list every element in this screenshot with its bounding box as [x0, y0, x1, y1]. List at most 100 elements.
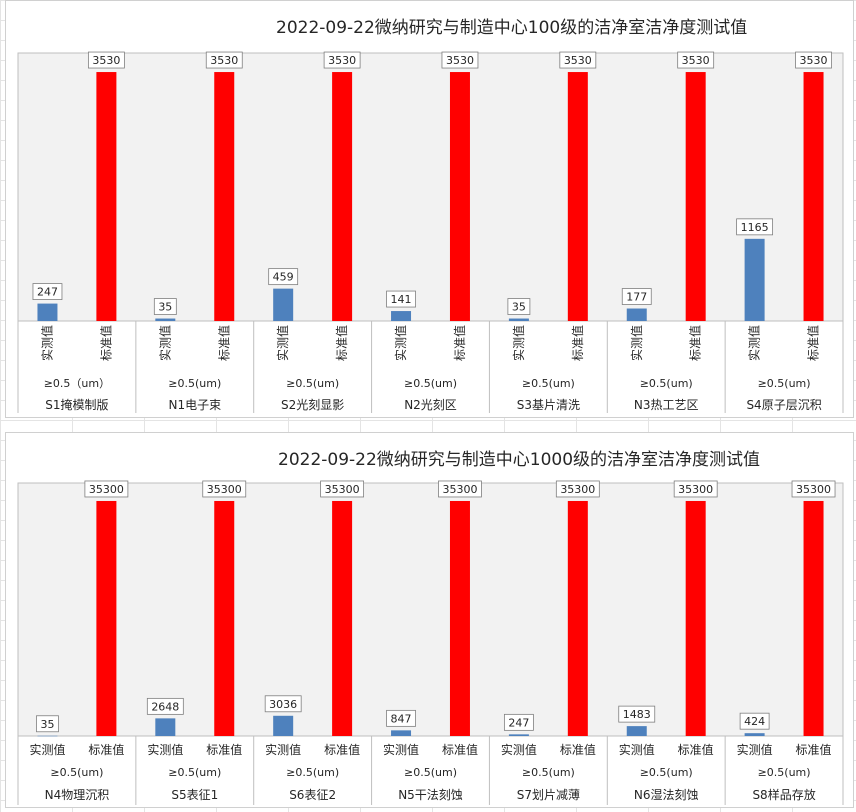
particle-size-label: ≥0.5(um)	[522, 766, 575, 779]
bar-measured	[37, 303, 58, 321]
bar-standard	[332, 72, 353, 321]
chart-title: 2022-09-22微纳研究与制造中心100级的洁净室洁净度测试值	[276, 18, 748, 38]
chart-100-class[interactable]: 2022-09-22微纳研究与制造中心100级的洁净室洁净度测试值 247 实测值…	[5, 0, 854, 418]
particle-size-label: ≥0.5(um)	[640, 766, 693, 779]
series-tick-label: 标准值	[324, 742, 360, 757]
particle-size-label: ≥0.5(um)	[286, 766, 339, 779]
series-tick-label: 实测值	[629, 325, 644, 361]
room-label: S8样品存放	[752, 787, 815, 802]
bar-standard	[96, 72, 117, 321]
data-label: 35300	[89, 483, 124, 496]
data-label-box	[621, 288, 652, 305]
data-label: 3530	[210, 54, 238, 67]
data-label-box	[87, 51, 125, 69]
data-label-box	[673, 480, 718, 498]
data-label: 2648	[151, 700, 179, 713]
data-label: 3036	[269, 698, 297, 711]
data-label-box	[264, 695, 302, 713]
chart-1000-class[interactable]: 2022-09-22微纳研究与制造中心1000级的洁净室洁净度测试值 35 实测值…	[5, 432, 854, 808]
bar-measured	[391, 730, 412, 736]
series-tick-label: 标准值	[88, 742, 124, 757]
particle-size-label: ≥0.5(um)	[758, 377, 811, 390]
series-tick-label: 实测值	[747, 325, 762, 361]
series-tick-label: 实测值	[383, 742, 419, 757]
room-label: N6湿法刻蚀	[634, 787, 699, 802]
data-label: 459	[273, 271, 294, 284]
series-tick-label: 实测值	[737, 742, 773, 757]
data-label-box	[202, 480, 247, 498]
series-tick-label: 标准值	[334, 325, 349, 361]
bar-standard	[332, 500, 353, 736]
series-tick-label: 标准值	[688, 325, 703, 361]
series-tick-label: 标准值	[98, 325, 113, 361]
bar-standard	[449, 72, 470, 321]
data-label-box	[736, 218, 774, 236]
series-tick-label: 实测值	[275, 325, 290, 361]
data-label-box	[618, 705, 656, 723]
series-tick-label: 实测值	[39, 325, 54, 361]
bar-measured	[155, 318, 176, 321]
plot-area	[17, 52, 844, 322]
data-label-box	[386, 709, 416, 727]
room-label: S1掩模制版	[45, 398, 108, 412]
bar-standard	[214, 500, 235, 736]
data-label-box	[555, 480, 600, 498]
bar-measured	[626, 726, 647, 736]
room-label: S2光刻显影	[281, 398, 344, 412]
data-label-box	[386, 290, 416, 308]
bar-measured	[391, 311, 412, 321]
data-label: 247	[508, 716, 529, 729]
series-tick-label: 标准值	[678, 742, 714, 757]
bar-standard	[685, 500, 706, 736]
room-label: N5干法刻蚀	[398, 788, 463, 802]
data-label-box	[795, 51, 832, 69]
series-tick-label: 实测值	[511, 325, 526, 361]
data-label: 247	[37, 286, 58, 299]
series-tick-label: 标准值	[216, 325, 231, 361]
particle-size-label: ≥0.5(um)	[404, 377, 457, 390]
series-tick-label: 实测值	[265, 742, 301, 757]
data-label-box	[438, 480, 482, 498]
data-label: 35300	[560, 483, 595, 496]
data-label: 35	[512, 301, 526, 314]
data-label: 35300	[325, 483, 360, 496]
particle-size-label: ≥0.5(um)	[168, 377, 221, 390]
series-tick-label: 标准值	[560, 742, 596, 757]
room-label: S5表征1	[171, 788, 218, 802]
chart-title: 2022-09-22微纳研究与制造中心1000级的洁净室洁净度测试值	[278, 450, 761, 470]
series-tick-label: 标准值	[452, 325, 467, 361]
bar-measured	[273, 715, 294, 736]
data-label-box	[205, 51, 243, 69]
series-tick-label: 标准值	[206, 742, 242, 757]
data-label: 3530	[564, 54, 592, 67]
data-label-box	[507, 298, 531, 315]
bar-measured	[37, 735, 58, 737]
bar-standard	[803, 72, 824, 321]
particle-size-label: ≥0.5(um)	[168, 766, 221, 779]
series-tick-label: 标准值	[442, 742, 478, 757]
series-tick-label: 实测值	[147, 742, 183, 757]
particle-size-label: ≥0.5(um)	[640, 377, 693, 390]
room-label: N1电子束	[168, 398, 221, 412]
data-label: 35300	[207, 483, 242, 496]
data-label: 35	[40, 718, 54, 731]
data-label-box	[36, 715, 59, 733]
room-label: S7划片减薄	[517, 787, 580, 802]
data-label-box	[268, 268, 299, 286]
room-label: S6表征2	[289, 788, 336, 802]
particle-size-label: ≥0.5（um）	[44, 377, 110, 390]
series-tick-label: 实测值	[501, 742, 537, 757]
data-label-box	[791, 480, 836, 498]
bar-measured	[155, 718, 176, 736]
room-label: N3热工艺区	[634, 398, 699, 412]
bar-measured	[744, 238, 765, 321]
particle-size-label: ≥0.5(um)	[758, 766, 811, 779]
data-label-box	[559, 51, 597, 69]
data-label: 3530	[682, 54, 710, 67]
room-label: S3基片清洗	[517, 398, 580, 412]
data-label: 177	[626, 291, 647, 304]
data-label: 3530	[328, 54, 356, 67]
data-label: 35300	[678, 483, 713, 496]
bar-standard	[567, 500, 588, 736]
data-label-box	[32, 283, 63, 300]
